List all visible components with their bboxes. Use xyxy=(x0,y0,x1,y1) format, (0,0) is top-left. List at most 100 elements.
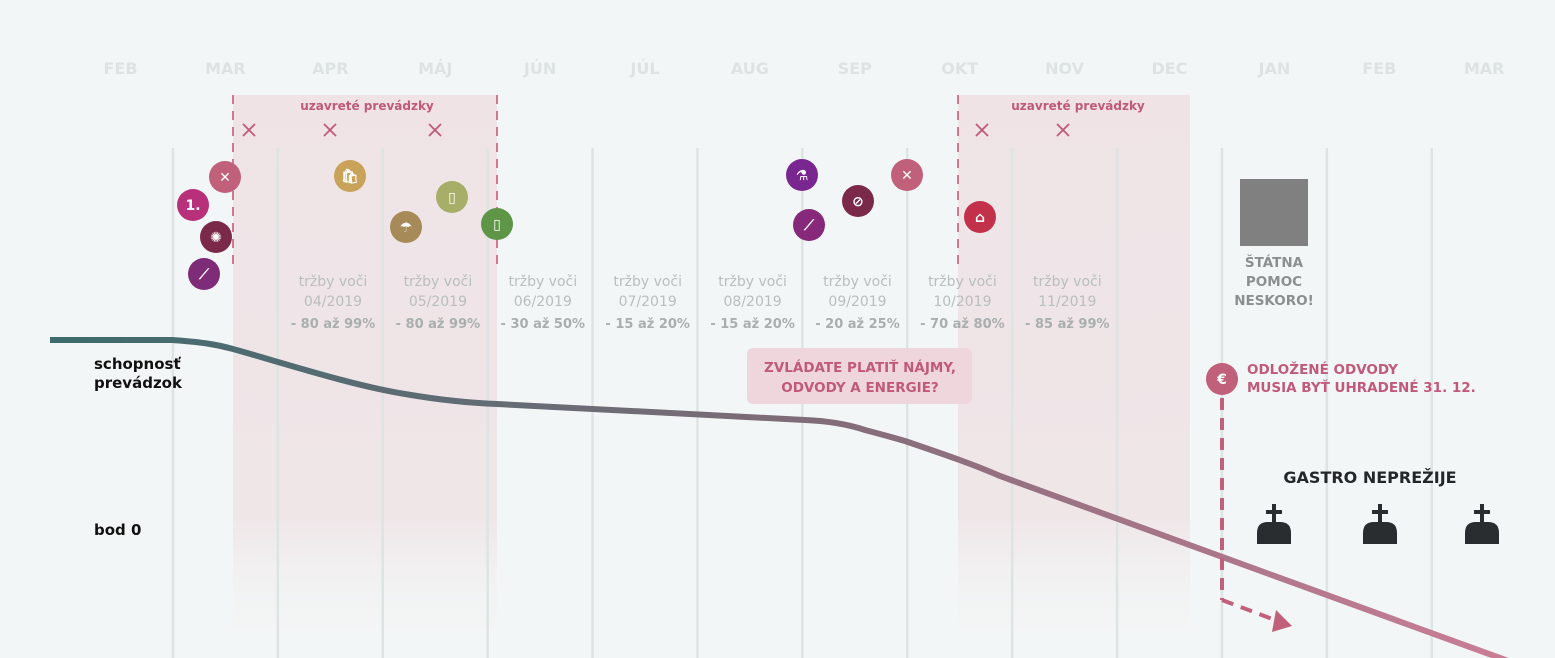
umbrella-icon: ☂ xyxy=(390,211,422,243)
gravestone-icon xyxy=(1257,504,1291,544)
revenue-period: 09/2019 xyxy=(828,294,886,310)
shopping-bag-icon: 🛍 xyxy=(334,160,366,192)
revenue-drop: - 15 až 20% xyxy=(605,317,690,332)
revenue-caption: tržby voči xyxy=(823,274,892,290)
svg-text:✕: ✕ xyxy=(901,168,913,184)
month-label: MÁJ xyxy=(418,59,452,78)
state-aid-image-placeholder xyxy=(1240,179,1308,246)
revenue-period: 07/2019 xyxy=(619,294,677,310)
euro-icon: € xyxy=(1206,363,1238,395)
month-label: JAN xyxy=(1258,59,1291,78)
revenue-caption: tržby voči xyxy=(299,274,368,290)
month-label: AUG xyxy=(731,59,769,78)
revenue-comparison: tržby voči 05/2019 - 80 až 99% xyxy=(396,274,481,332)
virus-icon: ✺ xyxy=(200,221,232,253)
svg-text:⚗: ⚗ xyxy=(796,168,809,184)
closure-region-autumn xyxy=(958,95,1190,658)
forbidden-icon: ⊘ xyxy=(842,185,874,217)
svg-text:⟋: ⟋ xyxy=(198,267,210,283)
month-label: JÚL xyxy=(629,59,659,78)
svg-text:⌂: ⌂ xyxy=(975,210,985,226)
close-icon: ✕ xyxy=(891,159,923,191)
deferred-arrow xyxy=(1221,598,1276,622)
question-text: ODVODY A ENERGIE? xyxy=(781,380,939,396)
revenue-caption: tržby voči xyxy=(718,274,787,290)
revenue-comparison: tržby voči 07/2019 - 15 až 20% xyxy=(605,274,690,332)
revenue-period: 05/2019 xyxy=(409,294,467,310)
revenue-drop: - 15 až 20% xyxy=(710,317,795,332)
closed-x-icon xyxy=(323,123,337,137)
month-label: OKT xyxy=(941,59,978,78)
month-label: SEP xyxy=(838,59,872,78)
svg-text:✕: ✕ xyxy=(219,170,231,186)
revenue-period: 04/2019 xyxy=(304,294,362,310)
handshake-icon: ⟋ xyxy=(188,258,220,290)
closure-label: uzavreté prevádzky xyxy=(300,99,434,113)
revenue-caption: tržby voči xyxy=(928,274,997,290)
home-icon: ⌂ xyxy=(964,201,996,233)
door-open-icon: ▯ xyxy=(436,181,468,213)
svg-text:1.: 1. xyxy=(185,198,200,214)
svg-text:▯: ▯ xyxy=(493,217,501,233)
capacity-label: prevádzok xyxy=(94,374,183,392)
month-label: DEC xyxy=(1152,59,1188,78)
handshake-icon: ⟋ xyxy=(793,209,825,241)
revenue-comparison: tržby voči 10/2019 - 70 až 80% xyxy=(920,274,1005,332)
state-aid-text: ŠTÁTNA xyxy=(1245,253,1304,271)
month-label: MAR xyxy=(205,59,246,78)
revenue-comparison: tržby voči 08/2019 - 15 až 20% xyxy=(710,274,795,332)
revenue-drop: - 80 až 99% xyxy=(396,317,481,332)
month-label: FEB xyxy=(103,59,137,78)
revenue-period: 06/2019 xyxy=(514,294,572,310)
revenue-drop: - 80 až 99% xyxy=(291,317,376,332)
zero-point-label: bod 0 xyxy=(94,521,141,539)
gravestone-icon xyxy=(1363,504,1397,544)
svg-text:☂: ☂ xyxy=(400,220,413,236)
revenue-caption: tržby voči xyxy=(1033,274,1102,290)
svg-text:⟋: ⟋ xyxy=(803,218,815,234)
revenue-comparison: tržby voči 11/2019 - 85 až 99% xyxy=(1025,274,1110,332)
first-case-icon: 1. xyxy=(177,189,209,221)
svg-text:🛍: 🛍 xyxy=(341,168,359,185)
state-aid-text: NESKORO! xyxy=(1234,293,1314,309)
revenue-caption: tržby voči xyxy=(613,274,682,290)
revenue-drop: - 85 až 99% xyxy=(1025,317,1110,332)
revenue-drop: - 30 až 50% xyxy=(501,317,586,332)
revenue-drop: - 20 až 25% xyxy=(815,317,900,332)
revenue-caption: tržby voči xyxy=(404,274,473,290)
door-open-icon: ▯ xyxy=(481,208,513,240)
close-icon: ✕ xyxy=(209,161,241,193)
deferred-text: MUSIA BYŤ UHRADENÉ 31. 12. xyxy=(1247,378,1476,396)
month-label: JÚN xyxy=(523,59,556,78)
question-box xyxy=(747,348,972,404)
month-label: APR xyxy=(312,59,348,78)
month-label: NOV xyxy=(1045,59,1085,78)
closed-x-icon xyxy=(975,123,989,137)
state-aid-text: POMOC xyxy=(1246,274,1302,290)
month-label: MAR xyxy=(1464,59,1505,78)
revenue-period: 11/2019 xyxy=(1038,294,1096,310)
svg-text:⊘: ⊘ xyxy=(852,194,864,210)
svg-text:€: € xyxy=(1216,372,1227,388)
closed-x-icon xyxy=(1056,123,1070,137)
gastro-label: GASTRO NEPREŽIJE xyxy=(1283,468,1456,487)
revenue-drop: - 70 až 80% xyxy=(920,317,1005,332)
revenue-comparison: tržby voči 06/2019 - 30 až 50% xyxy=(501,274,586,332)
month-label: FEB xyxy=(1362,59,1396,78)
deferred-text: ODLOŽENÉ ODVODY xyxy=(1247,361,1398,378)
capacity-curve xyxy=(50,337,1509,658)
closed-x-icon xyxy=(242,123,256,137)
revenue-comparison: tržby voči 09/2019 - 20 až 25% xyxy=(815,274,900,332)
revenue-caption: tržby voči xyxy=(508,274,577,290)
revenue-period: 10/2019 xyxy=(933,294,991,310)
revenue-period: 08/2019 xyxy=(724,294,782,310)
svg-text:▯: ▯ xyxy=(448,190,456,206)
closed-x-icon xyxy=(428,123,442,137)
closure-label: uzavreté prevádzky xyxy=(1011,99,1145,113)
arrow-head-icon xyxy=(1272,610,1292,632)
revenue-comparison: tržby voči 04/2019 - 80 až 99% xyxy=(291,274,376,332)
question-text: ZVLÁDATE PLATIŤ NÁJMY, xyxy=(764,358,956,376)
capacity-label: schopnosť xyxy=(94,355,181,373)
gravestone-icon xyxy=(1465,504,1499,544)
